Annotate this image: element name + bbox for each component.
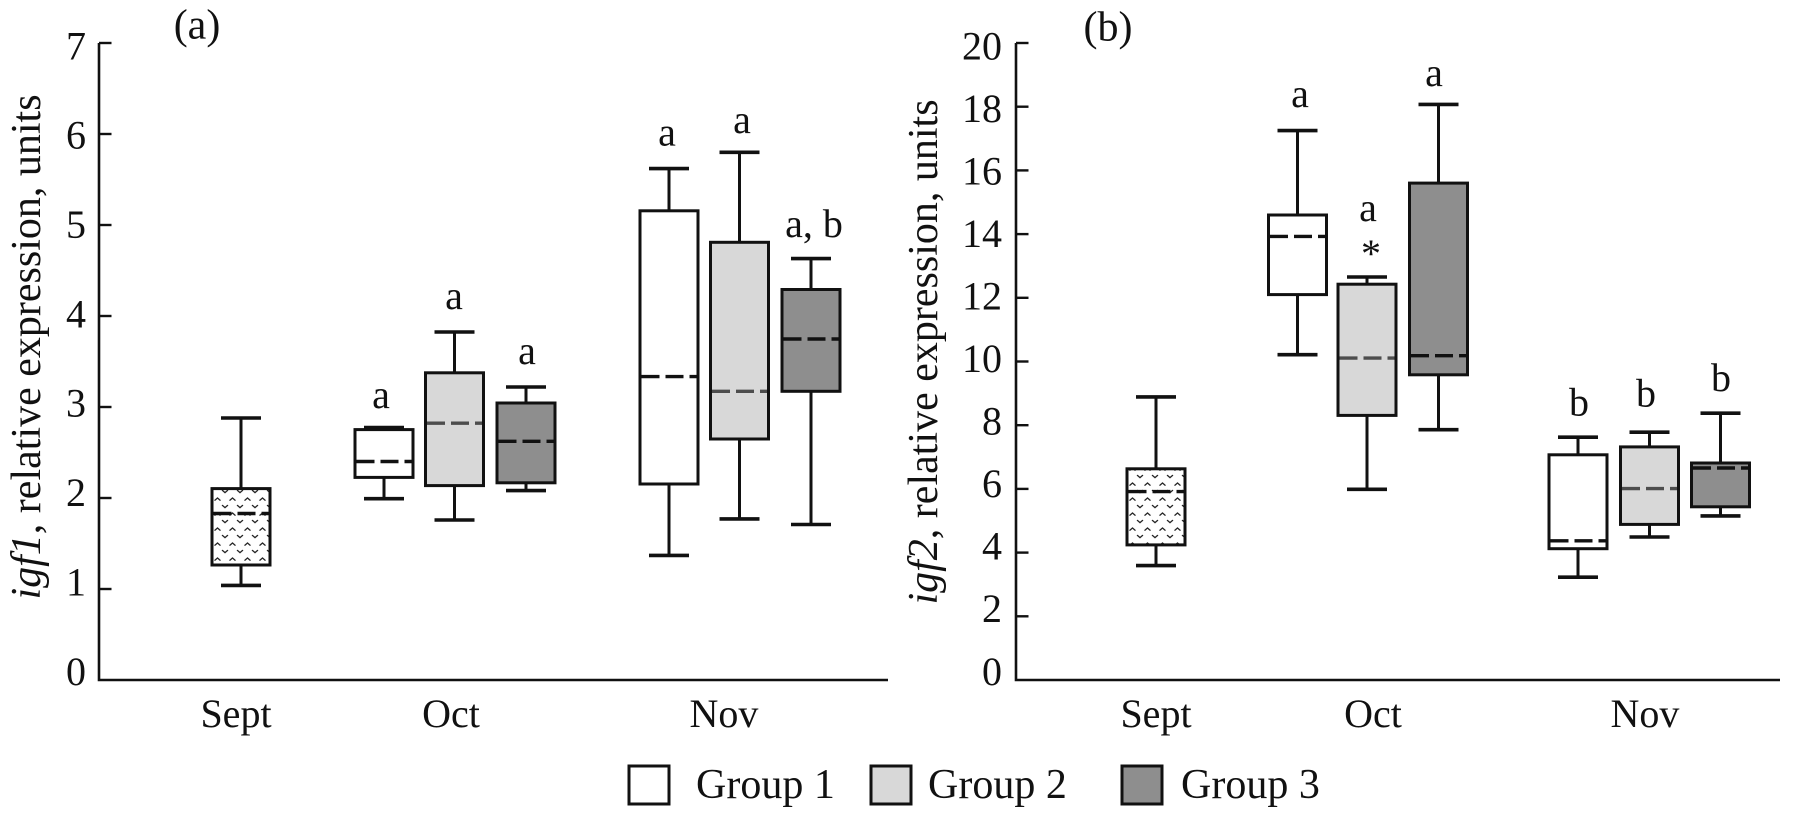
- svg-text:*: *: [1361, 231, 1381, 276]
- svg-text:Oct: Oct: [1344, 691, 1402, 736]
- svg-text:Sept: Sept: [1120, 691, 1191, 736]
- svg-text:20: 20: [962, 23, 1002, 68]
- svg-text:b: b: [1711, 355, 1731, 400]
- svg-text:18: 18: [962, 86, 1002, 131]
- svg-text:0: 0: [66, 649, 86, 694]
- svg-text:a: a: [1359, 185, 1377, 230]
- svg-text:8: 8: [982, 399, 1002, 444]
- svg-text:12: 12: [962, 274, 1002, 319]
- svg-text:(b): (b): [1084, 5, 1133, 51]
- svg-text:Nov: Nov: [690, 691, 759, 736]
- svg-text:a: a: [372, 372, 390, 417]
- svg-text:16: 16: [962, 148, 1002, 193]
- svg-text:Group 1: Group 1: [696, 762, 835, 808]
- svg-text:Oct: Oct: [422, 691, 480, 736]
- svg-text:3: 3: [66, 381, 86, 426]
- svg-text:a: a: [1425, 50, 1443, 95]
- svg-text:2: 2: [66, 470, 86, 515]
- svg-text:a: a: [518, 328, 536, 373]
- svg-text:Sept: Sept: [200, 691, 271, 736]
- svg-text:Group 3: Group 3: [1181, 762, 1320, 808]
- svg-text:b: b: [1636, 371, 1656, 416]
- svg-text:4: 4: [982, 524, 1002, 569]
- svg-text:igf1, relative expression, uni: igf1, relative expression, units: [4, 94, 50, 599]
- svg-text:1: 1: [66, 559, 86, 604]
- svg-text:10: 10: [962, 336, 1002, 381]
- svg-text:Group 2: Group 2: [928, 762, 1067, 808]
- svg-text:a, b: a, b: [785, 201, 843, 246]
- svg-text:7: 7: [66, 23, 86, 68]
- svg-text:6: 6: [66, 113, 86, 158]
- svg-text:14: 14: [962, 211, 1002, 256]
- svg-text:a: a: [1291, 71, 1309, 116]
- svg-text:5: 5: [66, 202, 86, 247]
- svg-text:igf2, relative expression, uni: igf2, relative expression, units: [901, 99, 947, 604]
- svg-text:0: 0: [982, 649, 1002, 694]
- svg-text:(a): (a): [174, 3, 221, 49]
- svg-text:6: 6: [982, 461, 1002, 506]
- svg-text:a: a: [733, 97, 751, 142]
- svg-text:b: b: [1569, 380, 1589, 425]
- svg-text:a: a: [658, 110, 676, 155]
- svg-text:2: 2: [982, 586, 1002, 631]
- svg-text:4: 4: [66, 291, 86, 336]
- svg-text:a: a: [445, 273, 463, 318]
- svg-text:Nov: Nov: [1611, 691, 1680, 736]
